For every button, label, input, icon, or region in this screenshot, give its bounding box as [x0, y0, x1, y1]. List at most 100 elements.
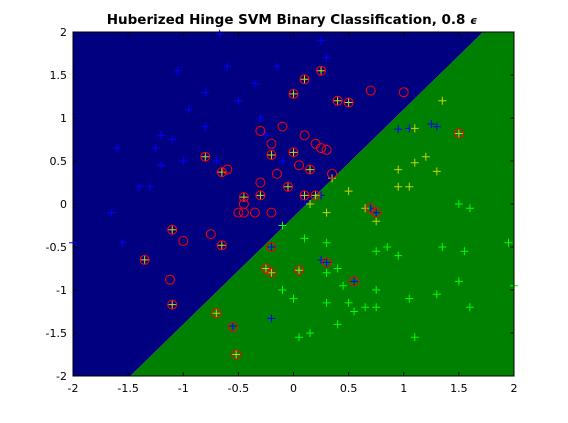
point-plus — [267, 243, 276, 251]
point-plus — [361, 303, 370, 312]
point-plus — [333, 96, 342, 105]
y-tick-label: 2 — [60, 26, 67, 39]
point-plus — [289, 148, 298, 157]
point-plus — [107, 208, 116, 217]
point-circle — [327, 168, 338, 179]
point-circle — [282, 181, 293, 192]
point-circle — [299, 130, 310, 141]
point-plus — [184, 105, 193, 114]
point-plus — [201, 152, 210, 161]
y-tick-label: 0.5 — [50, 155, 68, 168]
point-circle — [233, 207, 244, 218]
point-circle — [294, 265, 305, 276]
point-plus — [267, 314, 276, 323]
point-plus — [465, 303, 474, 312]
point-plus — [295, 266, 304, 275]
point-plus — [232, 350, 241, 359]
point-circle — [266, 242, 277, 252]
point-plus — [317, 255, 326, 264]
point-plus — [306, 165, 315, 174]
point-plus — [250, 79, 259, 88]
point-circle — [266, 149, 277, 160]
point-plus — [306, 200, 315, 208]
point-plus — [322, 238, 331, 247]
point-circle — [288, 88, 299, 99]
region-b — [130, 32, 514, 376]
point-plus — [278, 157, 287, 165]
point-circle — [371, 207, 382, 218]
point-plus — [289, 294, 298, 303]
x-tick-label: -2 — [68, 382, 79, 395]
point-plus — [344, 187, 353, 196]
point-circle — [332, 95, 343, 106]
point-circle — [316, 143, 327, 154]
point-plus — [372, 247, 381, 256]
point-circle — [266, 267, 277, 278]
point-circle — [205, 229, 216, 240]
point-plus — [438, 243, 447, 251]
point-circle — [200, 151, 211, 162]
point-plus — [421, 152, 430, 161]
point-circle — [216, 240, 227, 251]
point-plus — [317, 66, 326, 75]
point-plus — [140, 255, 149, 264]
point-plus — [333, 264, 342, 273]
point-circle — [453, 128, 464, 139]
point-plus — [135, 182, 144, 191]
point-plus — [432, 290, 441, 299]
point-plus — [217, 168, 226, 177]
y-tick-label: 0 — [60, 198, 67, 211]
point-plus — [278, 221, 287, 230]
point-plus — [350, 277, 359, 286]
point-circle — [305, 164, 316, 175]
x-tick-label: 0.5 — [340, 382, 358, 395]
chart-title: Huberized Hinge SVM Binary Classificatio… — [107, 12, 478, 28]
point-plus — [372, 217, 381, 226]
point-plus — [295, 333, 304, 342]
point-plus — [300, 234, 309, 243]
point-plus — [317, 36, 326, 45]
x-tick-label: -1 — [178, 382, 189, 395]
point-plus — [322, 258, 331, 267]
y-tick-label: -2 — [56, 370, 67, 383]
point-plus — [465, 204, 474, 213]
point-circle — [211, 308, 222, 319]
point-circle — [310, 190, 321, 201]
point-plus — [344, 98, 353, 107]
point-plus — [322, 268, 331, 277]
point-plus — [405, 182, 414, 191]
point-circle — [321, 144, 332, 155]
point-plus — [289, 89, 298, 98]
point-plus — [405, 294, 414, 303]
point-plus — [256, 191, 265, 200]
point-plus — [212, 157, 221, 165]
point-circle — [216, 167, 227, 178]
point-plus — [272, 62, 281, 71]
point-plus — [427, 120, 436, 129]
point-plus — [267, 150, 276, 159]
point-plus — [215, 29, 224, 38]
point-circle — [231, 349, 242, 360]
point-plus — [228, 322, 237, 331]
x-tick-label: 0 — [290, 382, 297, 395]
point-plus — [410, 124, 419, 133]
point-plus — [410, 333, 419, 342]
x-tick-label: -0.5 — [228, 382, 249, 395]
point-plus — [322, 208, 331, 217]
point-circle — [349, 276, 360, 287]
point-plus — [372, 286, 381, 294]
point-plus — [283, 182, 292, 191]
point-plus — [350, 307, 359, 316]
point-plus — [372, 303, 381, 312]
point-circle — [227, 321, 238, 332]
point-circle — [266, 138, 277, 149]
point-plus — [113, 144, 122, 153]
point-plus — [278, 286, 287, 294]
point-plus — [151, 144, 160, 153]
point-plus — [300, 75, 309, 84]
point-plus — [361, 204, 370, 213]
point-plus — [217, 241, 226, 250]
point-circle — [288, 147, 299, 158]
point-circle — [316, 65, 327, 76]
point-plus — [267, 268, 276, 277]
